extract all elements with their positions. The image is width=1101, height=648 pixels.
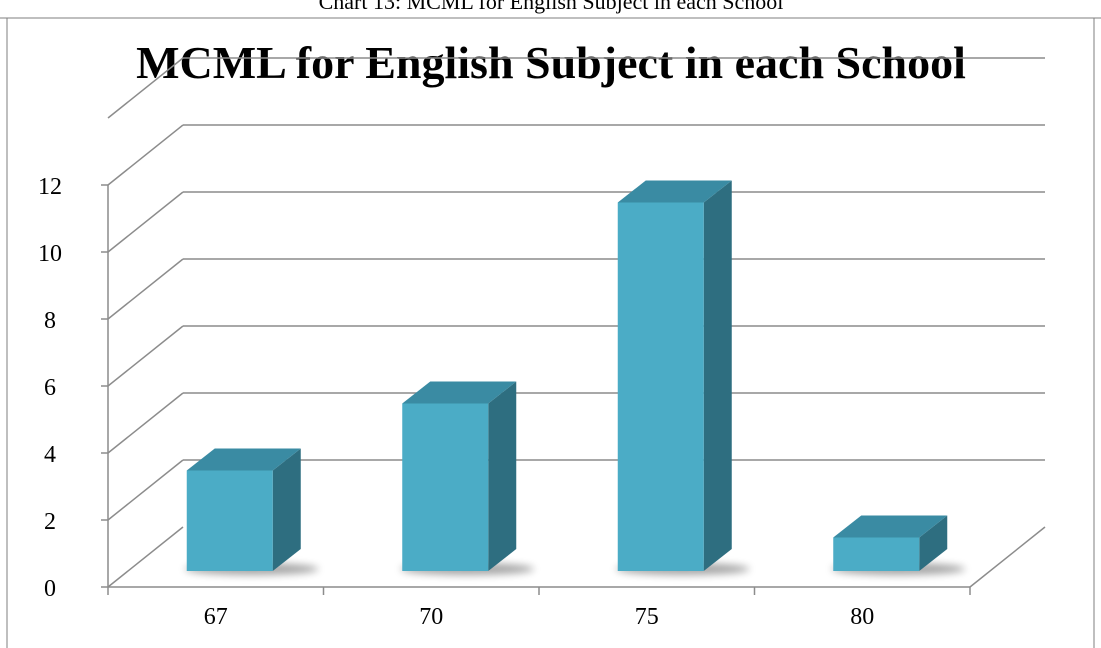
gridline-side [107,459,184,521]
gridline-side [107,191,184,253]
bar-side-face [703,180,732,571]
tick-labels: 0 2 4 6 8 10 12 67 70 75 80 [38,174,874,630]
bar-side-face [919,515,948,571]
y-tick-label: 12 [38,174,62,200]
bar [833,537,920,571]
bars [184,180,966,575]
chart-title: MCML for English Subject in each School [136,37,966,88]
floor-right-edge [969,526,1046,588]
bar-side-face [488,381,517,571]
x-tick-label: 67 [204,604,228,630]
gridline-side [107,325,184,387]
gridline-side [107,392,184,454]
gridline-side-top [107,57,184,119]
x-tick-label: 80 [850,604,874,630]
bar [186,470,273,571]
y-tick-label: 2 [44,509,56,535]
chart-caption: Chart 13: MCML for English Subject in ea… [319,0,784,14]
x-tick-label: 70 [419,604,443,630]
bar-side-face [272,448,301,571]
gridline-side [107,124,184,186]
y-tick-label: 4 [44,442,56,468]
gridline-side [107,526,184,588]
bar [402,403,489,571]
gridlines [107,57,1045,588]
y-tick-label: 8 [44,308,56,334]
bar-top-face [833,515,948,538]
bar [617,202,704,571]
y-tick-label: 0 [44,576,56,602]
bar-top-face [402,381,517,404]
bar-top-face [617,180,732,203]
axes [101,184,1046,595]
y-tick-label: 6 [44,375,56,401]
y-tick-label: 10 [38,241,62,267]
bar-top-face [186,448,301,471]
gridline-side [107,258,184,320]
x-tick-label: 75 [635,604,659,630]
